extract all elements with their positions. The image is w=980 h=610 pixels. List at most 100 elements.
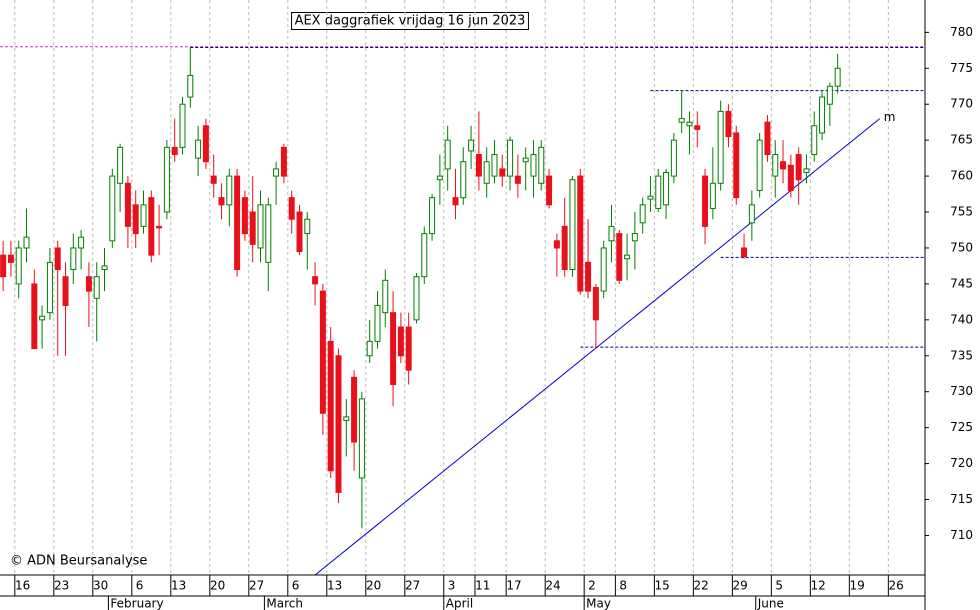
x-tick-label: 24 xyxy=(545,579,560,593)
y-tick-label: 725 xyxy=(950,420,973,434)
candle-body xyxy=(249,211,256,245)
candle-body xyxy=(725,110,732,138)
candle-body xyxy=(351,376,358,443)
candle-body xyxy=(475,154,482,177)
chart-title: AEX daggrafiek vrijdag 16 jun 2023 xyxy=(295,14,526,29)
x-tick-label: 6 xyxy=(136,579,144,593)
candle-body xyxy=(686,121,693,127)
candle-body xyxy=(616,233,623,281)
x-tick-label: 27 xyxy=(249,579,264,593)
y-tick-label: 735 xyxy=(950,348,973,362)
y-tick-label: 755 xyxy=(950,205,973,219)
candle-body xyxy=(358,398,365,479)
x-tick-label: 26 xyxy=(889,579,904,593)
candle-body xyxy=(780,161,787,170)
candle-body xyxy=(647,195,654,200)
x-tick-label: 6 xyxy=(292,579,300,593)
candle-body xyxy=(366,340,373,357)
candle-body xyxy=(93,276,100,299)
candle-body xyxy=(561,225,568,271)
candle-body xyxy=(709,182,716,209)
candle-body xyxy=(132,204,139,235)
y-tick-label: 765 xyxy=(950,133,973,147)
candle-body xyxy=(530,154,537,177)
candle-body xyxy=(382,279,389,314)
candle-body xyxy=(234,175,241,271)
candle-body xyxy=(156,225,163,229)
candle-body xyxy=(117,146,124,184)
candle-body xyxy=(397,326,404,357)
candle-body xyxy=(429,197,436,235)
y-tick-label: 720 xyxy=(950,456,973,470)
candle-body xyxy=(499,168,506,177)
candle-body xyxy=(148,197,155,256)
candle-body xyxy=(335,355,342,493)
candle-body xyxy=(374,304,381,342)
candle-body xyxy=(468,139,475,152)
candle-body xyxy=(819,96,826,134)
x-tick-label: 19 xyxy=(850,579,865,593)
candle-body xyxy=(296,211,303,253)
x-tick-label: 2 xyxy=(588,579,596,593)
month-label: February xyxy=(110,597,163,610)
candle-body xyxy=(436,175,443,181)
candle-body xyxy=(811,125,818,156)
candle-body xyxy=(405,326,412,371)
x-tick-label: 23 xyxy=(54,579,69,593)
candle-body xyxy=(23,236,30,249)
candle-body xyxy=(483,161,490,184)
candle-body xyxy=(109,175,116,242)
x-tick-label: 11 xyxy=(475,579,490,593)
candle-body xyxy=(694,125,701,130)
candle-body xyxy=(460,161,467,199)
candle-body xyxy=(639,204,646,224)
candle-body xyxy=(452,197,459,206)
candle-body xyxy=(273,168,280,177)
x-tick-label: 13 xyxy=(327,579,342,593)
candle-body xyxy=(210,175,217,184)
candle-body xyxy=(265,204,272,263)
candle-body xyxy=(569,179,576,271)
candle-body xyxy=(538,146,545,184)
candle-body xyxy=(514,175,521,184)
candle-body xyxy=(163,146,170,213)
candle-body xyxy=(15,247,22,285)
candle-body xyxy=(577,175,584,292)
candle-body xyxy=(702,175,709,227)
candle-body xyxy=(171,146,178,156)
candle-body xyxy=(85,276,92,292)
y-tick-label: 780 xyxy=(950,25,973,39)
candle-body xyxy=(62,276,69,306)
candle-body xyxy=(600,247,607,292)
x-tick-label: 16 xyxy=(15,579,30,593)
x-tick-label: 29 xyxy=(733,579,748,593)
x-tick-label: 15 xyxy=(655,579,670,593)
candle-body xyxy=(241,197,248,235)
y-tick-label: 775 xyxy=(950,61,973,75)
candle-body xyxy=(140,204,147,227)
candle-body xyxy=(319,290,326,414)
candle-body xyxy=(0,254,7,278)
candle-body xyxy=(748,204,755,224)
x-tick-label: 17 xyxy=(506,579,521,593)
candle-body xyxy=(202,125,209,163)
candle-body xyxy=(421,233,428,278)
candle-body xyxy=(31,283,38,350)
candle-body xyxy=(663,172,670,206)
candle-body xyxy=(491,154,498,177)
candle-body xyxy=(46,261,53,314)
candle-body xyxy=(70,247,77,271)
candle-body xyxy=(187,74,194,98)
candle-body xyxy=(772,154,779,177)
x-tick-label: 12 xyxy=(811,579,826,593)
candle-body xyxy=(507,139,514,177)
candle-body xyxy=(608,225,615,242)
y-tick-label: 760 xyxy=(950,169,973,183)
x-tick-label: 20 xyxy=(366,579,381,593)
candle-body xyxy=(826,85,833,105)
candle-body xyxy=(795,154,802,181)
candle-body xyxy=(78,236,85,249)
y-tick-label: 710 xyxy=(950,528,973,542)
x-tick-label: 22 xyxy=(694,579,709,593)
